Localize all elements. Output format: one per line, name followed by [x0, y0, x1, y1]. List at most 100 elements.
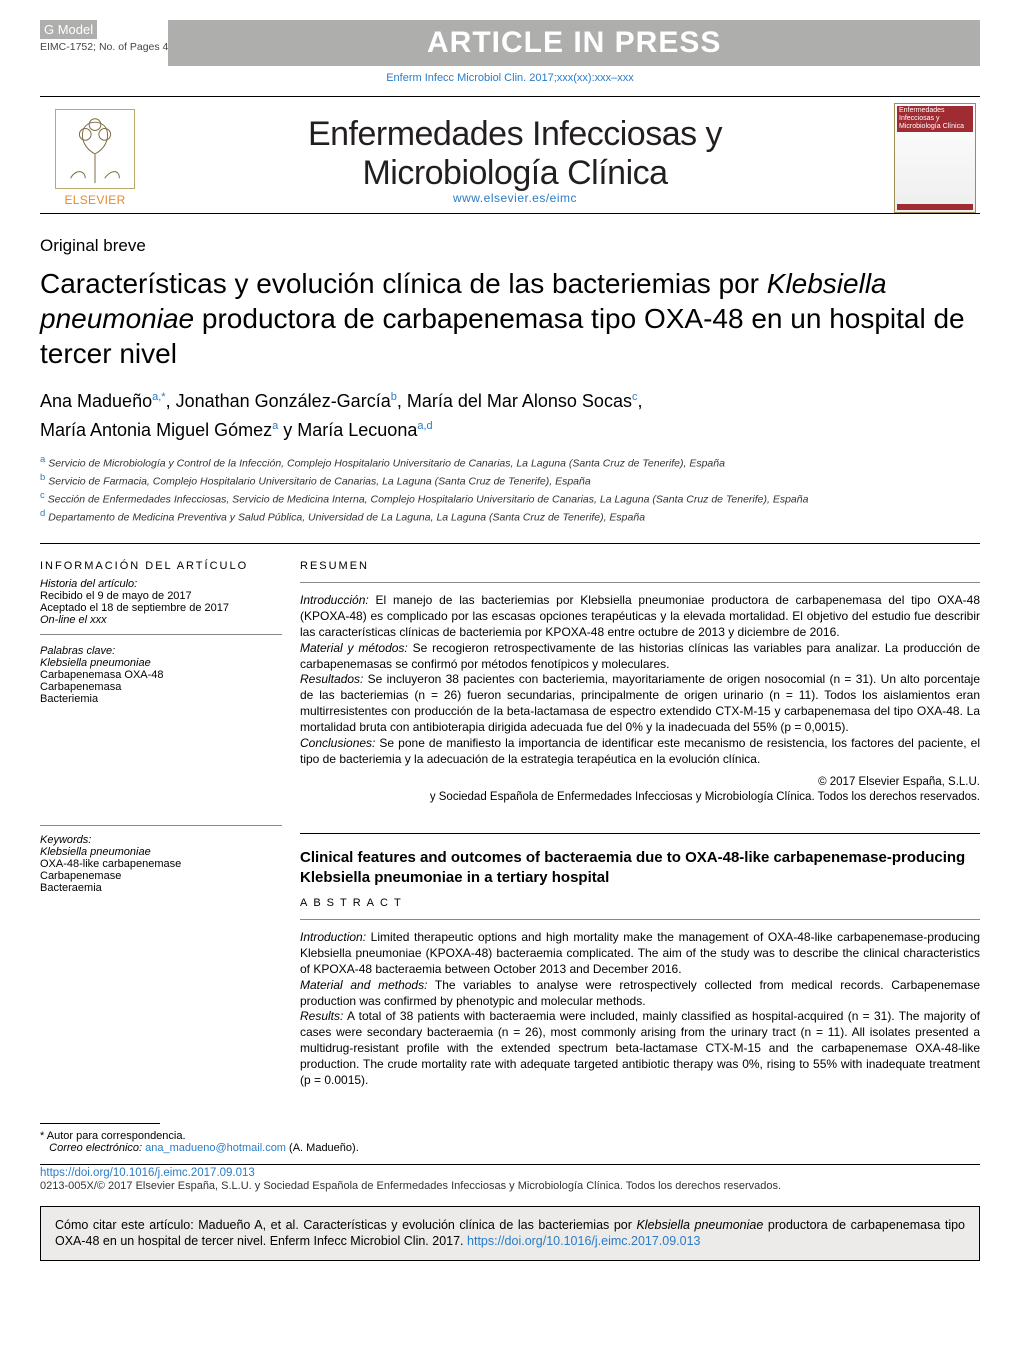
res-seg-0: Introducción: El manejo de las bacteriem…: [300, 593, 980, 640]
left-column: INFORMACIÓN DEL ARTÍCULO Historia del ar…: [40, 560, 300, 1088]
abs-seg-0-text: Limited therapeutic options and high mor…: [300, 930, 980, 976]
citebox-doi-link[interactable]: https://doi.org/10.1016/j.eimc.2017.09.0…: [467, 1234, 701, 1248]
affil-b-text: Servicio de Farmacia, Complejo Hospitala…: [48, 475, 590, 487]
author-4-sup[interactable]: a,d: [417, 420, 432, 432]
abstract-body: Introduction: Limited therapeutic option…: [300, 919, 980, 1088]
affil-d-label: d: [40, 508, 45, 519]
abs-seg-1-label: Material and methods:: [300, 978, 427, 992]
article-info-heading: INFORMACIÓN DEL ARTÍCULO: [40, 560, 282, 572]
affil-d: dDepartamento de Medicina Preventiva y S…: [40, 507, 980, 525]
online-date: On-line el xxx: [40, 614, 282, 626]
author-4: María Lecuona: [297, 420, 417, 440]
abs-seg-2-text: A total of 38 patients with bacteraemia …: [300, 1009, 980, 1086]
affil-c-text: Sección de Enfermedades Infecciosas, Ser…: [48, 493, 809, 505]
author-3: María Antonia Miguel Gómez: [40, 420, 272, 440]
res-seg-3-text: Se pone de manifiesto la importancia de …: [300, 736, 980, 766]
res-seg-3: Conclusiones: Se pone de manifiesto la i…: [300, 736, 980, 768]
citation-box: Cómo citar este artículo: Madueño A, et …: [40, 1206, 980, 1262]
kw-en-label: Keywords:: [40, 834, 282, 846]
copyright-2: y Sociedad Española de Enfermedades Infe…: [430, 791, 980, 803]
abs-seg-2-label: Results:: [300, 1009, 343, 1023]
author-0-sup[interactable]: a,*: [152, 391, 165, 403]
corr-star: *: [40, 1130, 44, 1142]
res-seg-0-text: El manejo de las bacteriemias por Klebsi…: [300, 593, 980, 639]
kw-es-1: Carbapenemasa OXA-48: [40, 669, 282, 681]
received-date: Recibido el 9 de mayo de 2017: [40, 590, 282, 602]
affil-a-text: Servicio de Microbiología y Control de l…: [48, 457, 725, 469]
english-title: Clinical features and outcomes of bacter…: [300, 848, 980, 887]
elsevier-logo-block: ELSEVIER: [40, 103, 150, 213]
author-2: María del Mar Alonso Socas: [407, 391, 632, 411]
affil-a-label: a: [40, 454, 45, 465]
affil-a: aServicio de Microbiología y Control de …: [40, 453, 980, 471]
footer-separator: [40, 1123, 160, 1124]
abs-seg-1: Material and methods: The variables to a…: [300, 978, 980, 1010]
abs-seg-0: Introduction: Limited therapeutic option…: [300, 930, 980, 977]
sep2: ,: [397, 391, 407, 411]
kw-es-list: Klebsiella pneumoniae Carbapenemasa OXA-…: [40, 657, 282, 705]
affil-b: bServicio de Farmacia, Complejo Hospital…: [40, 471, 980, 489]
affil-d-text: Departamento de Medicina Preventiva y Sa…: [48, 512, 645, 524]
journal-title-line1: Enfermedades Infecciosas y: [150, 115, 880, 154]
res-seg-0-label: Introducción:: [300, 593, 369, 607]
journal-title-block: Enfermedades Infecciosas y Microbiología…: [150, 111, 880, 205]
corr-email-label: Correo electrónico:: [49, 1142, 142, 1154]
top-citation-link[interactable]: Enferm Infecc Microbiol Clin. 2017;xxx(x…: [40, 72, 980, 84]
res-seg-1-label: Material y métodos:: [300, 641, 408, 655]
copyright-1: © 2017 Elsevier España, S.L.U.: [818, 776, 980, 788]
kw-es-2: Carbapenemasa: [40, 681, 282, 693]
elsevier-logo-text: ELSEVIER: [64, 193, 125, 207]
sep1: ,: [166, 391, 176, 411]
kw-en-3: Bacteraemia: [40, 882, 282, 894]
journal-title-line2: Microbiología Clínica: [150, 154, 880, 193]
journal-url-link[interactable]: www.elsevier.es/eimc: [150, 191, 880, 205]
affil-b-label: b: [40, 472, 45, 483]
english-title-block: Clinical features and outcomes of bacter…: [300, 833, 980, 1088]
kw-es-0: Klebsiella pneumoniae: [40, 657, 282, 669]
kw-en-0: Klebsiella pneumoniae: [40, 846, 282, 858]
citebox-pre: Cómo citar este artículo: Madueño A, et …: [55, 1218, 636, 1232]
keywords-en-block: Keywords: Klebsiella pneumoniae OXA-48-l…: [40, 825, 282, 894]
article-in-press-banner: ARTICLE IN PRESS: [168, 20, 980, 66]
journal-header: ELSEVIER Enfermedades Infecciosas y Micr…: [40, 96, 980, 214]
right-column: RESUMEN Introducción: El manejo de las b…: [300, 560, 980, 1088]
article-title: Características y evolución clínica de l…: [40, 266, 980, 371]
title-part1: Características y evolución clínica de l…: [40, 268, 767, 299]
resumen-heading: RESUMEN: [300, 560, 980, 572]
history-block: Historia del artículo: Recibido el 9 de …: [40, 578, 282, 635]
author-0: Ana Madueño: [40, 391, 152, 411]
abstract-label: ABSTRACT: [300, 897, 980, 909]
abs-seg-0-label: Introduction:: [300, 930, 366, 944]
corresponding-author-note: * Autor para correspondencia. Correo ele…: [40, 1130, 980, 1154]
kw-es-label: Palabras clave:: [40, 645, 282, 657]
res-seg-1: Material y métodos: Se recogieron retros…: [300, 641, 980, 673]
keywords-es-block: Palabras clave: Klebsiella pneumoniae Ca…: [40, 645, 282, 705]
gmodel-sub: EIMC-1752; No. of Pages 4: [40, 41, 168, 53]
history-label: Historia del artículo:: [40, 578, 282, 590]
elsevier-tree-icon: [55, 109, 135, 189]
citebox-ital: Klebsiella pneumoniae: [636, 1218, 763, 1232]
article-section-label: Original breve: [40, 236, 980, 256]
resumen-body: Introducción: El manejo de las bacteriem…: [300, 582, 980, 767]
sep3: ,: [637, 391, 642, 411]
kw-en-2: Carbapenemase: [40, 870, 282, 882]
sep4: y: [278, 420, 297, 440]
res-seg-3-label: Conclusiones:: [300, 736, 375, 750]
corr-email-link[interactable]: ana_madueno@hotmail.com: [145, 1142, 286, 1154]
journal-cover-thumbnail: Enfermedades Infecciosas y Microbiología…: [894, 103, 976, 213]
kw-en-1: OXA-48-like carbapenemase: [40, 858, 282, 870]
issn-line: 0213-005X/© 2017 Elsevier España, S.L.U.…: [40, 1180, 980, 1192]
affil-c: cSección de Enfermedades Infecciosas, Se…: [40, 489, 980, 507]
affiliations-block: aServicio de Microbiología y Control de …: [40, 453, 980, 526]
kw-en-list: Klebsiella pneumoniae OXA-48-like carbap…: [40, 846, 282, 894]
doi-link[interactable]: https://doi.org/10.1016/j.eimc.2017.09.0…: [40, 1164, 980, 1179]
gmodel-block: G Model EIMC-1752; No. of Pages 4: [40, 20, 168, 53]
affil-c-label: c: [40, 490, 45, 501]
authors-line: Ana Madueñoa,*, Jonathan González-García…: [40, 387, 980, 445]
resumen-copyright: © 2017 Elsevier España, S.L.U. y Socieda…: [300, 775, 980, 805]
corr-text: Autor para correspondencia.: [47, 1130, 186, 1142]
kw-es-3: Bacteriemia: [40, 693, 282, 705]
author-1: Jonathan González-García: [176, 391, 391, 411]
cover-thumb-text: Enfermedades Infecciosas y Microbiología…: [899, 107, 975, 131]
gmodel-label: G Model: [40, 20, 97, 39]
